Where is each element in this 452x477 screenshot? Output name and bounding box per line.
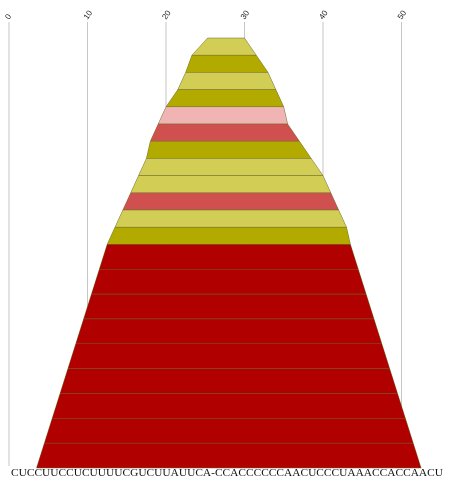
arc-block (98, 244, 359, 270)
x-tick-label: 0 (3, 12, 13, 21)
arc-blocks (36, 37, 422, 469)
arc-block (43, 418, 414, 444)
arc-block (91, 268, 367, 295)
arc-block (191, 37, 257, 56)
x-tick-labels: 0 10 20 30 40 50 (3, 8, 408, 21)
arc-block (122, 192, 340, 211)
arc-block (130, 175, 332, 194)
arc-block (177, 72, 277, 90)
arc-block (59, 368, 398, 394)
arc-block (157, 106, 288, 125)
arc-block (75, 318, 383, 345)
arc-block (138, 158, 324, 176)
arc-block (36, 442, 422, 469)
arc-block (114, 209, 347, 228)
x-tick-label: 10 (82, 8, 95, 21)
arc-block (149, 123, 300, 142)
arc-block (146, 140, 312, 159)
x-tick-label: 30 (239, 8, 252, 21)
x-tick-label: 40 (317, 8, 330, 21)
x-tick-label: 20 (160, 8, 173, 21)
arc-block (83, 293, 375, 320)
arc-block (67, 343, 391, 369)
x-tick-label: 50 (396, 8, 409, 21)
arc-block (106, 226, 351, 245)
arc-block (51, 393, 406, 419)
arc-block (165, 89, 285, 108)
arc-block (185, 54, 269, 73)
sequence-label: CUCCUUCCUCUUUUCGUCUUAUUCA-CCACCCCCCAACUC… (11, 467, 443, 477)
